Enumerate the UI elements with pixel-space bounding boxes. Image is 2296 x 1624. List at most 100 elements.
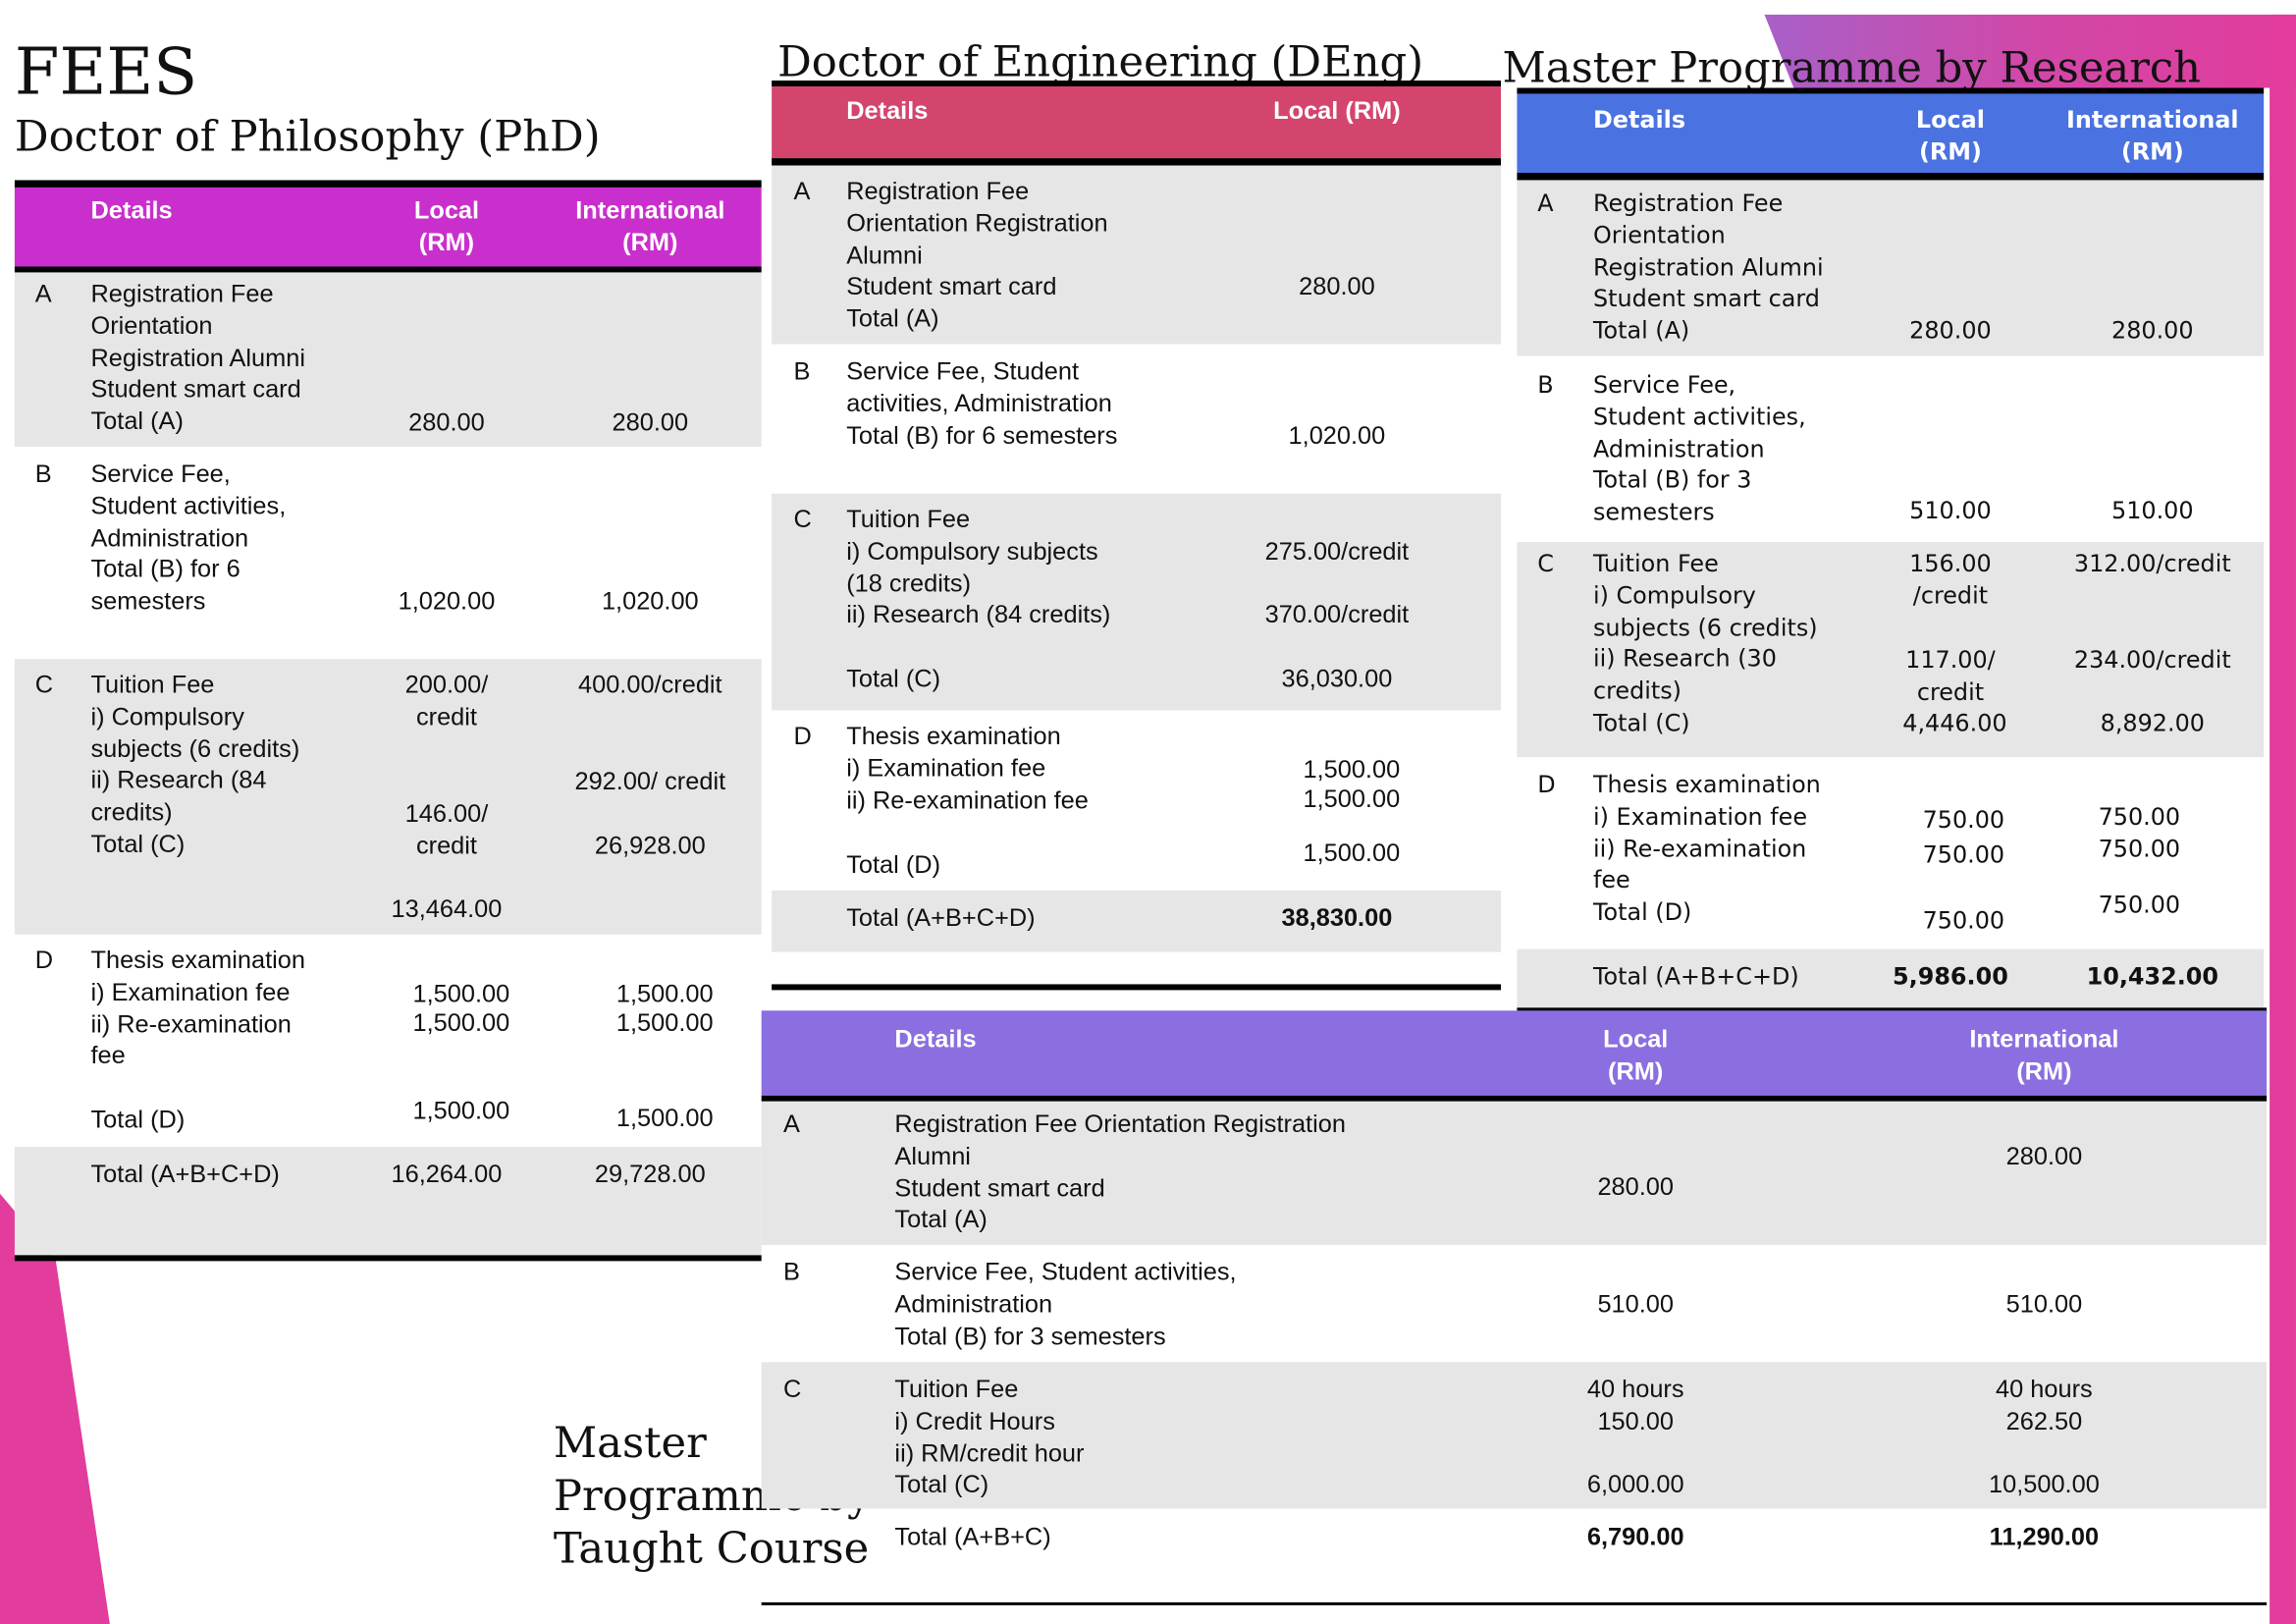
- intl-value: 40 hours 262.50: [1996, 1375, 2093, 1435]
- row-letter: C: [1537, 549, 1554, 577]
- local-value: 117.00/ credit: [1905, 645, 1996, 706]
- row-letter: D: [34, 946, 54, 974]
- col-details: Details: [846, 96, 929, 125]
- row-letter: C: [793, 505, 812, 533]
- col-details: Details: [1592, 105, 1686, 134]
- col-local: Local (RM): [1915, 105, 1985, 166]
- intl-value: 280.00: [2005, 1142, 2083, 1170]
- row-details: Tuition Fee i) Compulsory subjects (18 c…: [846, 505, 1111, 629]
- taught-header: [761, 1010, 2268, 1096]
- row-letter: A: [793, 177, 811, 205]
- row-details: Thesis examination i) Examination fee ii…: [846, 722, 1089, 814]
- intl-value: 510.00: [2005, 1290, 2083, 1319]
- local-value: 280.00: [408, 408, 485, 437]
- row-letter: C: [783, 1375, 802, 1404]
- intl-value: 1,020.00: [601, 587, 699, 616]
- col-intl: International (RM): [575, 195, 725, 256]
- col-intl: International (RM): [1969, 1025, 2119, 1086]
- row-details: Registration Fee Orientation Registratio…: [90, 279, 305, 436]
- col-intl: International (RM): [2065, 105, 2239, 166]
- local-value: 1,020.00: [398, 587, 496, 616]
- intl-value: 280.00: [612, 408, 689, 437]
- local-value: 280.00: [1597, 1172, 1675, 1202]
- page-title: FEES: [14, 34, 198, 110]
- col-details: Details: [90, 195, 173, 225]
- local-value: 1,020.00: [1288, 421, 1386, 450]
- row-details: Tuition Fee i) Compulsory subjects (6 cr…: [1592, 549, 1818, 737]
- deng-header: [772, 86, 1501, 159]
- corner-band: [1764, 14, 2296, 88]
- row-details: Service Fee, Student activities, Adminis…: [90, 460, 287, 616]
- grand-total-label: Total (A+B+C): [894, 1523, 1051, 1551]
- row-details: Service Fee, Student activities, Adminis…: [894, 1258, 1237, 1350]
- intl-value: 292.00/ credit: [574, 767, 726, 795]
- local-value: 1,500.00: [1303, 839, 1401, 868]
- local-value: 13,464.00: [391, 894, 503, 923]
- row-letter: D: [793, 722, 812, 750]
- local-value: 200.00/ credit: [404, 671, 489, 731]
- row-letter: D: [1537, 770, 1556, 798]
- intl-value: 400.00/credit: [577, 671, 722, 699]
- grand-total-intl: 29,728.00: [594, 1160, 706, 1188]
- intl-value: 10,500.00: [1988, 1470, 2100, 1499]
- intl-value: 8,892.00: [2100, 708, 2205, 737]
- local-value: 6,000.00: [1586, 1470, 1684, 1499]
- intl-value: 510.00: [2111, 496, 2194, 525]
- col-details: Details: [894, 1025, 977, 1054]
- deng-title: Doctor of Engineering (DEng): [777, 36, 1424, 87]
- row-details: Tuition Fee i) Compulsory subjects (6 cr…: [90, 671, 300, 859]
- grand-total-local: 38,830.00: [1281, 903, 1393, 932]
- row-details: Registration Fee Orientation Registratio…: [1592, 189, 1824, 345]
- grand-total-local: 16,264.00: [391, 1160, 503, 1188]
- row-details: Thesis examination i) Examination fee ii…: [90, 946, 305, 1070]
- local-value: 280.00: [1299, 272, 1375, 300]
- grand-total-label: Total (A+B+C+D): [846, 903, 1036, 932]
- intl-value: 26,928.00: [594, 832, 706, 860]
- local-value: 156.00 /credit: [1909, 549, 1992, 610]
- row-details-total: Total (C): [846, 665, 941, 693]
- row-details-total: Total (D): [90, 1106, 186, 1134]
- row-details: Thesis examination i) Examination fee ii…: [1592, 770, 1821, 927]
- local-value: 1,500.00: [412, 1097, 510, 1125]
- row-letter: B: [793, 356, 811, 386]
- col-local: Local (RM): [1603, 1025, 1669, 1086]
- row-letter: C: [34, 671, 54, 699]
- local-value: 40 hours 150.00: [1586, 1375, 1684, 1435]
- left-band: [0, 1193, 110, 1624]
- row-details: Service Fee, Student activities, Adminis…: [1592, 370, 1806, 526]
- grand-total-local: 6,790.00: [1586, 1523, 1684, 1551]
- local-value: 370.00/credit: [1264, 600, 1410, 628]
- row-details: Registration Fee Orientation Registratio…: [894, 1110, 1346, 1234]
- local-value: 750.00 750.00: [1922, 805, 2005, 869]
- local-value: 146.00/ credit: [404, 799, 489, 860]
- row-letter: A: [783, 1110, 800, 1139]
- local-value: 1,500.00 1,500.00: [1303, 755, 1401, 813]
- row-details: Tuition Fee i) Credit Hours ii) RM/credi…: [894, 1375, 1085, 1499]
- intl-value: 312.00/credit: [2073, 549, 2231, 577]
- intl-value: 750.00: [2098, 890, 2181, 919]
- row-letter: B: [34, 460, 52, 488]
- phd-title: Doctor of Philosophy (PhD): [14, 111, 601, 162]
- row-letter: A: [34, 279, 52, 308]
- local-value: 36,030.00: [1281, 665, 1393, 693]
- right-band: [2269, 14, 2296, 1624]
- grand-total-label: Total (A+B+C+D): [1592, 962, 1799, 991]
- local-value: 750.00: [1922, 906, 2005, 935]
- grand-total-intl: 11,290.00: [1989, 1523, 2100, 1551]
- col-local: Local (RM): [413, 195, 480, 256]
- row-details: Service Fee, Student activities, Adminis…: [846, 356, 1118, 450]
- intl-value: 1,500.00 1,500.00: [615, 979, 714, 1038]
- mr-header: [1517, 93, 2265, 174]
- row-details-total: Total (D): [846, 850, 941, 880]
- grand-total-local: 5,986.00: [1893, 962, 2008, 991]
- local-value: 510.00: [1909, 496, 1992, 525]
- local-value: 4,446.00: [1902, 708, 2007, 737]
- local-value: 280.00: [1909, 316, 1992, 345]
- row-details: Registration Fee Orientation Registratio…: [846, 177, 1108, 333]
- intl-value: 750.00 750.00: [2098, 802, 2181, 863]
- intl-value: 280.00: [2111, 316, 2194, 345]
- local-value: 510.00: [1597, 1290, 1675, 1319]
- row-letter: B: [783, 1258, 800, 1286]
